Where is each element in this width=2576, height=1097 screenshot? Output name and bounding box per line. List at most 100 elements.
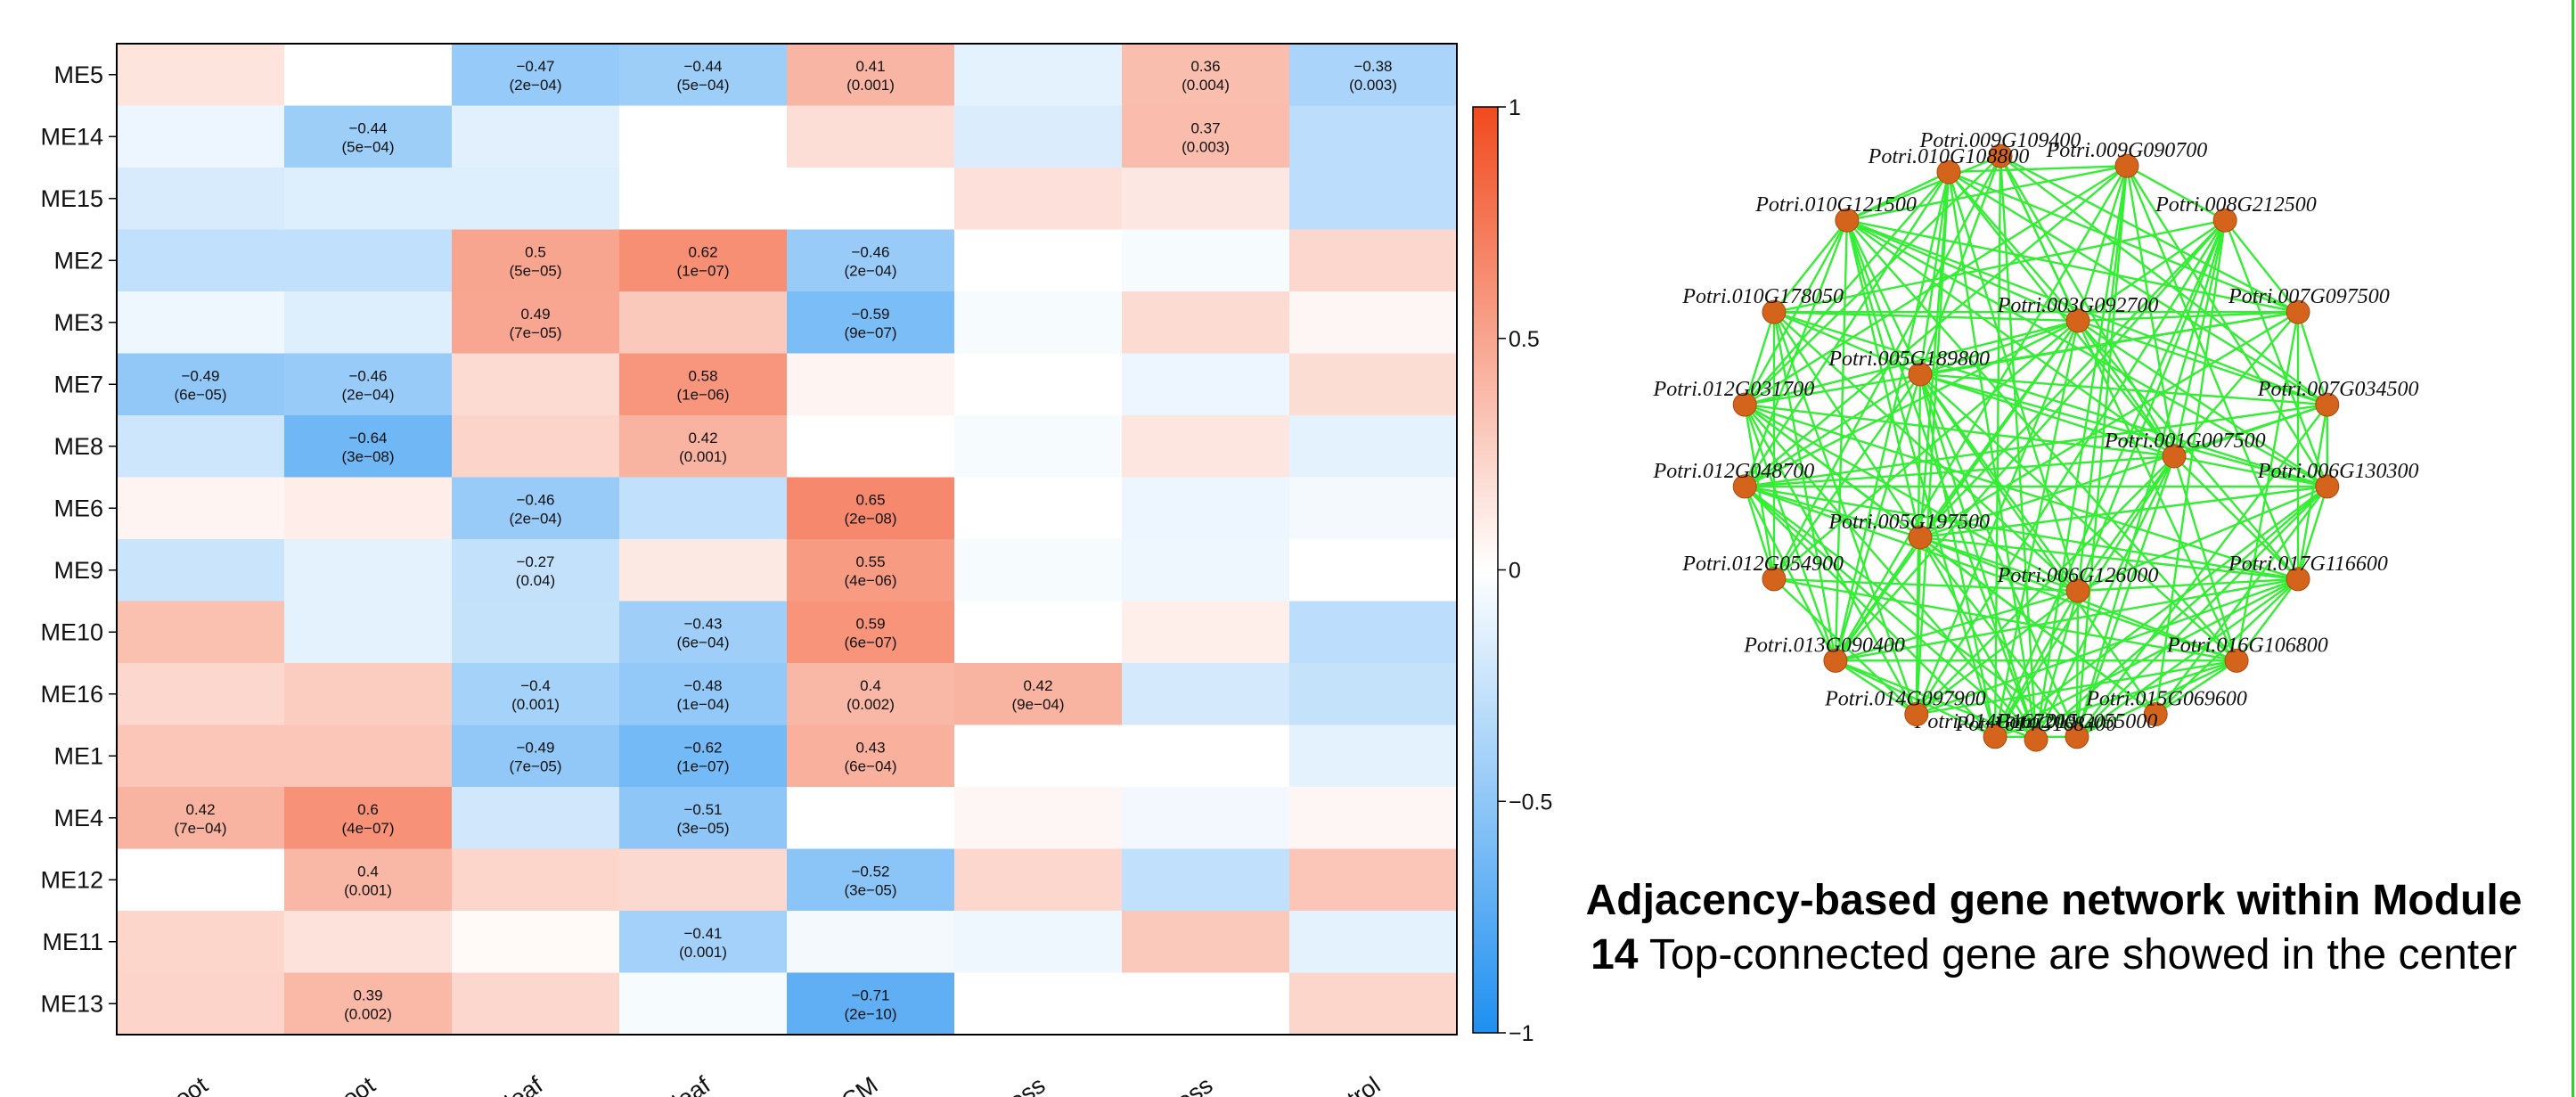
network-edge	[2076, 577, 2299, 738]
heatmap-cell	[1122, 911, 1290, 974]
heatmap-cell	[284, 168, 453, 231]
gene-node	[1823, 648, 1848, 673]
heatmap-cell	[452, 168, 620, 231]
heatmap-cell	[787, 663, 955, 726]
heatmap-cell	[284, 787, 453, 850]
heatmap-cell	[1289, 229, 1458, 292]
heatmap-cell	[284, 105, 453, 168]
cell-label: −0.44 (5e−04)	[676, 58, 729, 94]
heatmap-cell	[619, 972, 788, 1036]
heatmap-cell	[284, 229, 453, 292]
gene-node	[1762, 567, 1787, 592]
network-edge	[1846, 219, 2175, 457]
row-label: ME5	[53, 61, 103, 88]
cell-label: 0.62 (1e−07)	[676, 243, 729, 279]
cell-label: −0.4 (0.001)	[511, 677, 560, 713]
network-edge	[2077, 310, 2299, 323]
gene-node	[2224, 648, 2249, 673]
network-edge	[1772, 373, 1921, 580]
gene-label: Potri.015G055000	[1996, 710, 2158, 733]
heatmap-cell	[452, 291, 620, 355]
network-edge	[2077, 319, 2328, 406]
gene-label: Potri.014G097900	[1824, 687, 1986, 710]
heatmap-cell	[117, 415, 285, 479]
network-edge	[1918, 373, 2079, 738]
gene-node	[1936, 160, 1961, 184]
row-label: ME6	[53, 495, 103, 521]
heatmap-cell	[117, 601, 285, 664]
heatmap-cell	[284, 291, 453, 355]
gene-label: Potri.012G048700	[1653, 460, 1815, 483]
heatmap-cell	[1122, 415, 1290, 479]
gene-node	[2286, 567, 2310, 592]
heatmap-cell	[954, 725, 1123, 788]
heatmap-cell	[452, 848, 620, 912]
network-edge	[1745, 403, 2327, 488]
gene-node	[1904, 701, 1929, 726]
heatmap-cell	[619, 291, 788, 355]
network-edge	[2077, 320, 2328, 487]
network-edge	[1919, 219, 2226, 538]
column-label: ECM	[823, 1071, 882, 1097]
network-edge	[1835, 589, 2079, 662]
heatmap-cell	[1122, 168, 1290, 231]
heatmap-cell	[619, 725, 788, 788]
gene-node	[2212, 208, 2237, 233]
heatmap-cell	[954, 848, 1123, 912]
network-edge	[2075, 166, 2129, 737]
network-edge	[2125, 165, 2328, 487]
row-label: ME3	[53, 309, 103, 336]
cell-label: 0.36 (0.004)	[1182, 58, 1230, 94]
heatmap-cell	[284, 415, 453, 479]
heatmap-cell	[954, 477, 1123, 540]
network-edge	[1773, 311, 1921, 376]
network-edge	[1846, 219, 2079, 323]
heatmap-cell	[1289, 911, 1458, 974]
network-edge	[1744, 311, 1776, 405]
heatmap-cell	[1289, 972, 1458, 1036]
network-edge	[1835, 577, 2299, 662]
cell-label: −0.49 (7e−05)	[509, 739, 561, 774]
network-edge	[1918, 172, 1950, 538]
cell-label: −0.46 (2e−04)	[844, 243, 896, 279]
gene-label: Potri.012G031700	[1653, 378, 1815, 401]
heatmap-cell	[117, 44, 285, 107]
heatmap-cell	[954, 353, 1123, 416]
network-edge	[1744, 219, 1849, 487]
gene-node	[2065, 308, 2090, 333]
cell-label: −0.52 (3e−05)	[844, 863, 896, 898]
heatmap-cell	[619, 415, 788, 479]
heatmap-cell	[452, 663, 620, 726]
row-label: ME16	[40, 681, 103, 708]
heatmap-cell	[452, 725, 620, 788]
heatmap-cell	[1289, 725, 1458, 788]
heatmap-cell	[1122, 477, 1290, 540]
heatmap-cell	[954, 229, 1123, 292]
network-edge	[1918, 536, 2038, 741]
heatmap-cell	[787, 477, 955, 540]
cell-label: −0.48 (1e−04)	[676, 677, 729, 713]
gene-label: Potri.003G092700	[1997, 294, 2159, 317]
heatmap-cell	[117, 848, 285, 912]
gene-node	[2315, 474, 2340, 499]
heatmap-cell	[452, 353, 620, 416]
heatmap-cell	[452, 44, 620, 107]
cell-label: −0.59 (9e−07)	[844, 306, 896, 341]
network-edge	[1994, 590, 2080, 738]
network-edge	[1744, 404, 1776, 580]
row-label: ME8	[53, 433, 103, 460]
gene-label: Potri.008G212500	[2155, 193, 2317, 217]
network-edge	[2296, 311, 2328, 405]
cell-label: −0.46 (2e−04)	[509, 491, 561, 527]
cell-label: 0.4 (0.002)	[846, 677, 895, 713]
network-edge	[1745, 403, 2175, 458]
gene-node	[2143, 701, 2168, 726]
gene-node	[2286, 299, 2310, 324]
heatmap-cell	[452, 105, 620, 168]
heatmap-cell	[1289, 353, 1458, 416]
gene-node	[2024, 727, 2049, 752]
gene-label: Potri.010G121500	[1754, 193, 1917, 217]
network-edge	[2077, 320, 2299, 580]
heatmap-cell	[787, 44, 955, 107]
colorbar-tick-label: 0	[1509, 559, 1521, 584]
